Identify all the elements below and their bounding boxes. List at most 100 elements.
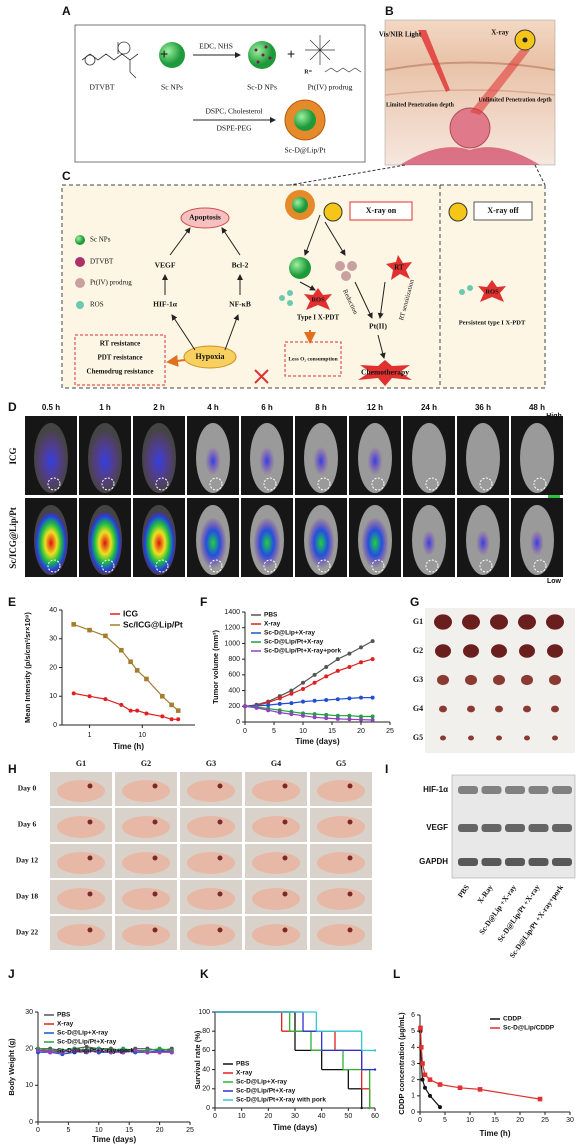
tumor-marker	[47, 559, 61, 573]
fluorescence	[361, 517, 389, 569]
time-label: 12 h	[367, 403, 383, 412]
label: Sc NPs	[90, 236, 111, 244]
fluorescence	[422, 530, 436, 556]
y-tick-label: 20	[49, 664, 57, 671]
mouse	[187, 924, 235, 946]
y-tick-label: 1400	[224, 609, 240, 616]
ros-star	[478, 280, 506, 302]
y-tick-label: 30	[25, 1009, 33, 1016]
marker	[128, 659, 133, 665]
mouse	[252, 816, 300, 838]
marker	[266, 708, 271, 713]
x-tick-label: 25	[386, 728, 394, 735]
survival-end	[368, 1106, 371, 1110]
x-tick-label: 20	[156, 1127, 164, 1134]
label: Bcl-2	[232, 261, 249, 270]
resistance-box	[74, 334, 166, 386]
fluorescence	[313, 446, 329, 476]
dtvbt-dots	[254, 45, 272, 64]
zoom-line	[534, 164, 546, 186]
tumor	[87, 927, 93, 933]
mouse	[57, 816, 105, 838]
y-tick-label: 20	[202, 1086, 210, 1093]
xray-icon	[448, 202, 468, 222]
marker	[289, 688, 294, 693]
marker	[84, 1050, 89, 1055]
marker	[135, 708, 140, 713]
x-tick-label: 1	[88, 732, 92, 739]
row-label: G3	[413, 675, 423, 684]
marker	[103, 633, 108, 639]
marker	[108, 1050, 113, 1055]
legend-label: Sc/ICG@Lip/Pt	[123, 619, 183, 629]
marker	[428, 1093, 432, 1098]
tumor	[549, 674, 561, 686]
label: Type I X-PDT	[297, 314, 340, 322]
chemo-star	[358, 360, 412, 386]
tumor	[493, 674, 505, 686]
mouse	[317, 816, 365, 838]
time-label: 48 h	[529, 403, 545, 412]
hypoxia-node	[183, 345, 237, 369]
mouse	[57, 852, 105, 874]
row-label: Day 18	[16, 892, 39, 901]
mouse	[317, 852, 365, 874]
x-tick-label: 5	[443, 1117, 447, 1124]
marker	[324, 698, 329, 702]
row-label: ICG	[8, 447, 18, 464]
fluorescence	[476, 530, 490, 556]
label: R=	[304, 69, 312, 75]
marker	[277, 696, 282, 701]
mouse	[252, 888, 300, 910]
tumor-marker	[101, 559, 115, 573]
tumor-marker	[371, 477, 385, 491]
mouse	[317, 924, 365, 946]
mouse	[252, 780, 300, 802]
tumor	[152, 927, 158, 933]
mouse	[317, 888, 365, 910]
legend-label: PBS	[236, 1061, 250, 1068]
dtvbt-structure	[81, 41, 139, 79]
label: EDC, NHS	[199, 42, 233, 51]
x-tick-label: 15	[328, 728, 336, 735]
mouse	[520, 423, 554, 493]
tumor	[495, 705, 503, 713]
row-label: G4	[413, 704, 423, 713]
tumor	[87, 891, 93, 897]
label: ROS	[90, 301, 104, 309]
x-tick-label: 10	[138, 732, 146, 739]
marker	[289, 701, 294, 706]
legend-label: Sc-D@Lip/CDDP	[503, 1025, 555, 1032]
row-label: G5	[413, 733, 423, 742]
marker	[335, 697, 340, 702]
col-label: G3	[206, 759, 216, 768]
y-tick-label: 1	[411, 1093, 415, 1100]
marker	[370, 718, 375, 723]
marker	[420, 1061, 425, 1066]
fluorescence	[253, 517, 281, 569]
y-tick-label: 200	[228, 703, 240, 710]
marker	[370, 657, 375, 662]
marker	[347, 696, 352, 701]
series-line	[244, 697, 373, 707]
tumor	[347, 927, 353, 933]
tumor-marker	[479, 559, 493, 573]
tumor	[347, 855, 353, 861]
series-line	[244, 705, 373, 718]
marker	[537, 1096, 543, 1102]
y-tick-label: 400	[228, 687, 240, 694]
mouse	[122, 924, 170, 946]
band	[552, 824, 572, 832]
x-tick-label: 0	[243, 728, 247, 735]
legend-label: Sc-D@Lip/Pt+X-ray	[57, 1039, 117, 1046]
tumor	[282, 891, 288, 897]
row-label: Day 12	[16, 856, 39, 865]
xray-off-box	[473, 201, 533, 221]
tumor-marker	[425, 559, 439, 573]
ros-dots	[459, 285, 473, 295]
light-beam	[418, 30, 450, 92]
band	[528, 786, 549, 794]
x-tick-label: 0	[213, 1113, 217, 1120]
x-tick-label: 40	[318, 1113, 326, 1120]
label: PDT resistance	[97, 354, 142, 362]
